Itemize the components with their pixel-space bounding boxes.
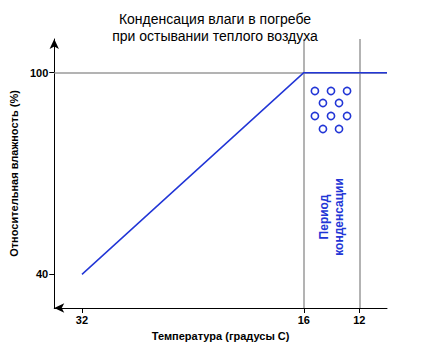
svg-text:Конденсация влаги в погребе: Конденсация влаги в погребе <box>119 11 311 27</box>
svg-text:12: 12 <box>353 314 365 326</box>
svg-text:Температура (градусы С): Температура (градусы С) <box>152 330 290 342</box>
svg-text:40: 40 <box>36 268 48 280</box>
svg-text:конденсации: конденсации <box>332 178 346 256</box>
svg-text:16: 16 <box>298 314 310 326</box>
svg-text:при остывании теплого воздуха: при остывании теплого воздуха <box>112 28 318 44</box>
svg-text:Период: Период <box>317 194 331 239</box>
svg-text:100: 100 <box>30 67 48 79</box>
svg-text:Относительная влажность (%): Относительная влажность (%) <box>8 90 20 257</box>
svg-text:32: 32 <box>76 314 88 326</box>
